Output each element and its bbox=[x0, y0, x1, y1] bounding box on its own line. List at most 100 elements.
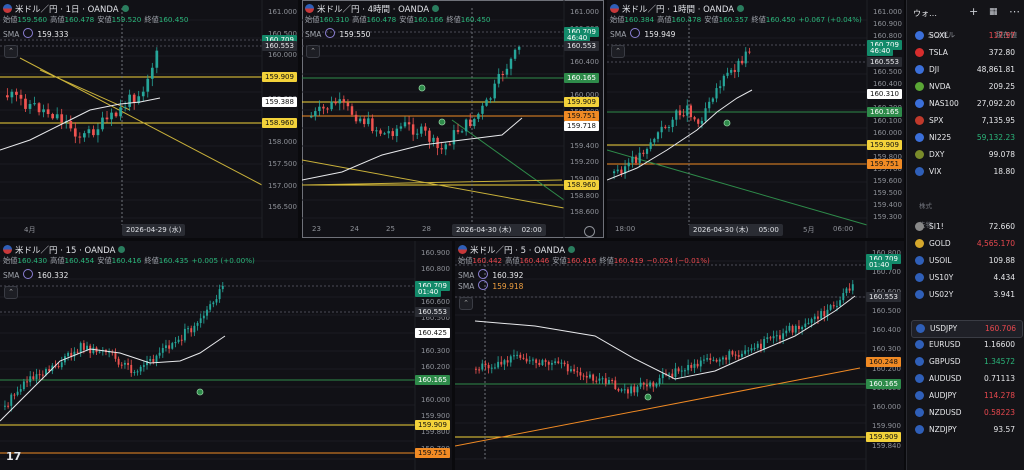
column-price[interactable]: 現在値 bbox=[996, 31, 1017, 39]
candle-body bbox=[699, 360, 702, 367]
price-axis-label: 160.000 bbox=[421, 395, 450, 404]
watchlist-item[interactable]: TSLA 372.80 bbox=[911, 45, 1021, 61]
price-axis-label: 160.800 bbox=[872, 249, 901, 257]
indicator-settings-icon[interactable] bbox=[630, 28, 641, 38]
watchlist-item[interactable]: VIX 18.80 bbox=[911, 164, 1021, 180]
candle-body bbox=[642, 382, 645, 385]
candle-body bbox=[697, 119, 700, 124]
candle-body bbox=[563, 362, 566, 365]
chart-panel-daily[interactable]: 米ドル／円 · 1日 · OANDA 始値159.560 高値160.478 安値15… bbox=[0, 0, 298, 238]
column-symbol[interactable]: シンボル bbox=[927, 31, 955, 39]
watchlist-item[interactable]: USDJPY 160.706 bbox=[911, 320, 1023, 338]
candle-body bbox=[744, 51, 747, 64]
sma-indicator-row[interactable]: SMA 159.918 bbox=[458, 280, 523, 291]
time-axis-label: 06:00 bbox=[833, 225, 854, 233]
indicator-settings-icon[interactable] bbox=[23, 269, 34, 279]
chart-panel-1h[interactable]: 米ドル／円 · 1時間 · OANDA 始値160.384 高値160.478 安値1… bbox=[607, 0, 904, 238]
sma-indicator-row[interactable]: SMA 159.550 bbox=[305, 28, 370, 39]
candle-body bbox=[631, 156, 634, 163]
indicator-settings-icon[interactable] bbox=[23, 28, 34, 38]
price-tag: 160.553 bbox=[564, 41, 599, 51]
indicator-settings-icon[interactable] bbox=[478, 280, 489, 290]
price-axis-label: 160.400 bbox=[873, 80, 902, 89]
chart-panel-15m[interactable]: 米ドル／円 · 15 · OANDA 始値160.430 高値160.454 安値16… bbox=[0, 241, 452, 470]
chart-canvas[interactable] bbox=[455, 241, 904, 470]
watchlist-item[interactable]: DJI 48,861.81 bbox=[911, 62, 1021, 78]
watchlist-item[interactable]: AUDUSD 0.71113 bbox=[911, 371, 1021, 387]
more-icon[interactable]: ⋯ bbox=[1009, 5, 1020, 18]
symbol-price: 72.660 bbox=[988, 222, 1015, 231]
watchlist-item[interactable]: US10Y 4.434 bbox=[911, 270, 1021, 286]
chart-settings-icon[interactable] bbox=[584, 226, 595, 237]
sma-indicator-row[interactable]: SMA 159.949 bbox=[610, 28, 675, 39]
watchlist-item[interactable]: NI225 59,132.23 bbox=[911, 130, 1021, 146]
chart-panel-4h[interactable]: 米ドル／円 · 4時間 · OANDA 始値160.310 高値160.478 安値1… bbox=[302, 0, 604, 238]
watchlist-item[interactable]: US02Y 3.941 bbox=[911, 287, 1021, 303]
watchlist-item[interactable]: NZDJPY 93.57 bbox=[911, 422, 1021, 438]
candle-body bbox=[807, 322, 810, 324]
watchlist-item[interactable]: EURUSD 1.16600 bbox=[911, 337, 1021, 353]
alert-marker-icon bbox=[723, 119, 731, 127]
chart-canvas[interactable] bbox=[0, 241, 452, 470]
chart-panel-5m[interactable]: 米ドル／円 · 5 · OANDA 始値160.442 高値160.446 安値160… bbox=[455, 241, 904, 470]
watchlist-item[interactable]: DXY 99.078 bbox=[911, 147, 1021, 163]
watchlist-item[interactable]: AUDJPY 114.278 bbox=[911, 388, 1021, 404]
price-axis-label: 160.300 bbox=[421, 346, 450, 355]
add-symbol-icon[interactable]: + bbox=[969, 5, 979, 18]
chart-title[interactable]: 米ドル／円 · 4時間 · OANDA bbox=[305, 3, 440, 15]
ohlc-value: 160.310 bbox=[319, 15, 350, 24]
collapse-legend-button[interactable]: ⌃ bbox=[4, 286, 18, 299]
chart-canvas[interactable] bbox=[0, 0, 298, 238]
collapse-legend-button[interactable]: ⌃ bbox=[4, 45, 18, 58]
watchlist-item[interactable]: NVDA 209.25 bbox=[911, 79, 1021, 95]
symbol-logo-icon bbox=[915, 167, 924, 176]
price-axis-label: 158.800 bbox=[570, 191, 599, 200]
indicator-settings-icon[interactable] bbox=[325, 28, 336, 38]
watchlist-item[interactable]: NAS100 27,092.20 bbox=[911, 96, 1021, 112]
candle-body bbox=[473, 118, 476, 127]
collapse-legend-button[interactable]: ⌃ bbox=[306, 45, 320, 58]
sma-indicator-row[interactable]: SMA 160.392 bbox=[458, 269, 523, 280]
ohlc-value: 160.435 bbox=[158, 256, 189, 265]
sma-line bbox=[0, 335, 226, 422]
candle-body bbox=[187, 328, 190, 330]
watchlist-item[interactable]: USOIL 109.88 bbox=[911, 253, 1021, 269]
candle-body bbox=[747, 350, 750, 352]
watchlist-item[interactable]: GBPUSD 1.34572 bbox=[911, 354, 1021, 370]
candle-body bbox=[487, 364, 490, 369]
candle-body bbox=[656, 132, 660, 139]
collapse-legend-button[interactable]: ⌃ bbox=[611, 45, 625, 58]
watchlist-item[interactable]: NZDUSD 0.58223 bbox=[911, 405, 1021, 421]
collapse-legend-button[interactable]: ⌃ bbox=[459, 297, 473, 310]
chart-title[interactable]: 米ドル／円 · 1時間 · OANDA bbox=[610, 3, 745, 15]
chart-title[interactable]: 米ドル／円 · 15 · OANDA bbox=[3, 244, 126, 256]
candle-body bbox=[693, 117, 696, 120]
candle-body bbox=[772, 336, 775, 339]
ohlc-row: 始値160.384 高値160.478 安値160.357 終値160.450 +0.0… bbox=[610, 15, 862, 25]
sma-indicator-row[interactable]: SMA 160.332 bbox=[3, 269, 68, 280]
sma-indicator-row[interactable]: SMA 159.333 bbox=[3, 28, 68, 39]
indicator-settings-icon[interactable] bbox=[478, 269, 489, 279]
candle-body bbox=[215, 299, 218, 303]
watchlist-item[interactable]: SI1! 72.660 bbox=[911, 219, 1021, 235]
candle-body bbox=[22, 381, 25, 390]
candle-body bbox=[839, 300, 842, 306]
chart-canvas[interactable] bbox=[607, 0, 904, 238]
candle-body bbox=[28, 104, 32, 109]
crosshair-date: 2026-04-29 (水) bbox=[126, 226, 182, 234]
candle-body bbox=[70, 352, 73, 357]
chart-title[interactable]: 米ドル／円 · 1日 · OANDA bbox=[3, 3, 129, 15]
candle-body bbox=[29, 376, 32, 383]
symbol-name: USDJPY bbox=[930, 324, 958, 333]
chart-title[interactable]: 米ドル／円 · 5 · OANDA bbox=[458, 244, 576, 256]
symbol-logo-icon bbox=[915, 31, 924, 40]
watchlist-title[interactable]: ウォ… bbox=[913, 9, 937, 18]
watchlist-item[interactable]: GOLD 4,565.170 bbox=[911, 236, 1021, 252]
sma-label: SMA bbox=[458, 282, 475, 291]
watchlist-item[interactable]: SPX 7,135.95 bbox=[911, 113, 1021, 129]
price-tag: 159.909 bbox=[262, 72, 297, 82]
watchlist-item[interactable]: SOXL 117.97 bbox=[911, 28, 1021, 44]
ohlc-label: 高値 bbox=[352, 15, 367, 24]
layout-icon[interactable]: ▦ bbox=[989, 7, 998, 17]
candle-body bbox=[101, 117, 104, 130]
